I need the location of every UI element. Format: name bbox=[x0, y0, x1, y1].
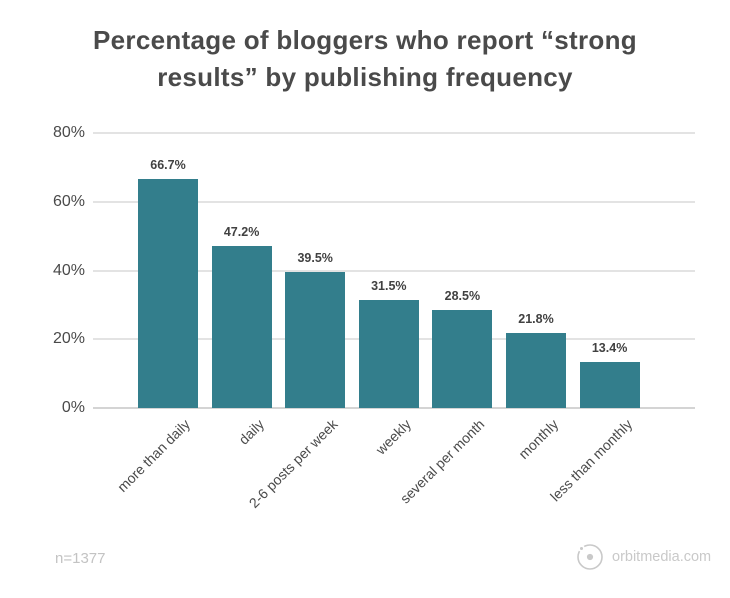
bar bbox=[138, 178, 198, 408]
x-axis-label: monthly bbox=[515, 416, 562, 462]
y-tick-label: 80% bbox=[52, 124, 85, 141]
y-tick-label: 60% bbox=[52, 192, 85, 210]
bar-value-label: 39.5% bbox=[297, 251, 333, 266]
x-axis-label: daily bbox=[235, 416, 267, 448]
bar-value-label: 28.5% bbox=[444, 289, 481, 304]
bar-value-label: 31.5% bbox=[371, 278, 407, 293]
sample-size-annotation: n=1377 bbox=[55, 550, 106, 567]
x-axis-label: less than monthly bbox=[546, 416, 635, 505]
bar-value-label: 47.2% bbox=[223, 224, 260, 239]
y-tick-label: 40% bbox=[52, 261, 85, 279]
orbit-media-logo-icon bbox=[577, 544, 603, 570]
bar bbox=[358, 299, 419, 408]
chart-title: Percentage of bloggers who report “stron… bbox=[0, 22, 730, 96]
y-gridline bbox=[93, 132, 695, 134]
bar-value-label: 21.8% bbox=[518, 312, 554, 327]
bar bbox=[432, 310, 493, 408]
bar bbox=[579, 361, 640, 408]
bar bbox=[285, 272, 346, 408]
bar bbox=[506, 333, 566, 408]
bar-value-label: 13.4% bbox=[591, 340, 628, 355]
x-axis-baseline bbox=[93, 407, 695, 409]
x-axis-label: more than daily bbox=[114, 416, 194, 495]
source-attribution: orbitmedia.com bbox=[612, 549, 712, 565]
y-gridline bbox=[93, 200, 695, 203]
y-tick-label: 20% bbox=[52, 330, 85, 348]
chart-title-line-1: Percentage of bloggers who report “stron… bbox=[93, 25, 637, 55]
x-axis-label: weekly bbox=[372, 416, 415, 458]
y-tick-label: 0% bbox=[61, 399, 85, 416]
chart-title-line-2: results” by publishing frequency bbox=[157, 62, 573, 92]
bar bbox=[211, 245, 272, 408]
bar-value-label: 66.7% bbox=[150, 157, 186, 172]
y-gridline bbox=[93, 269, 695, 272]
